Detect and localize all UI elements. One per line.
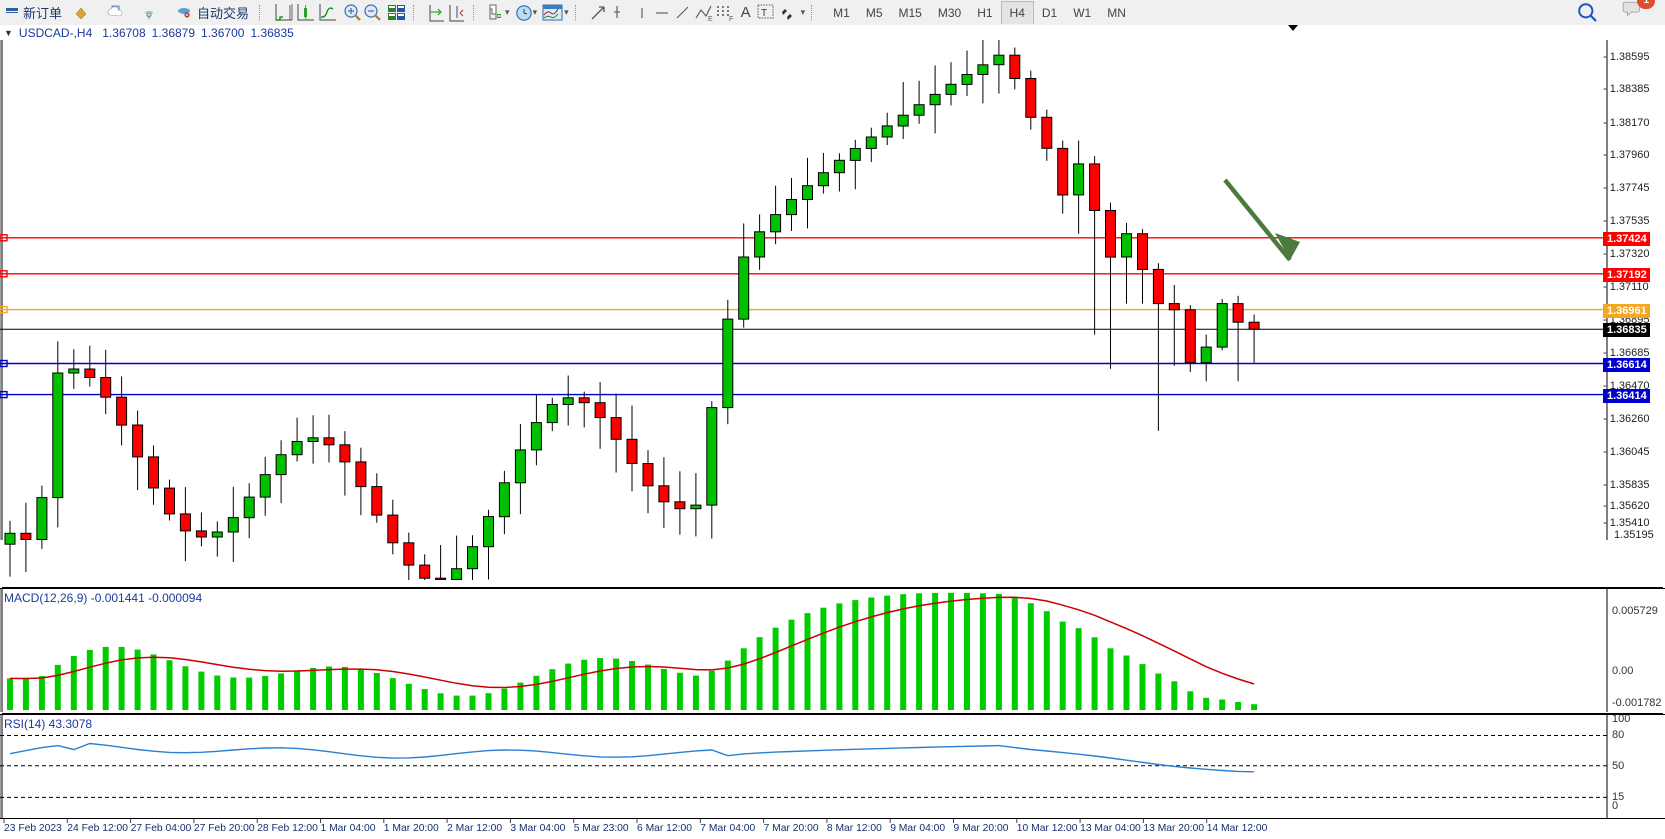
svg-text:F: F [729, 16, 733, 22]
svg-text:T: T [761, 8, 767, 19]
svg-text:E: E [708, 16, 713, 22]
